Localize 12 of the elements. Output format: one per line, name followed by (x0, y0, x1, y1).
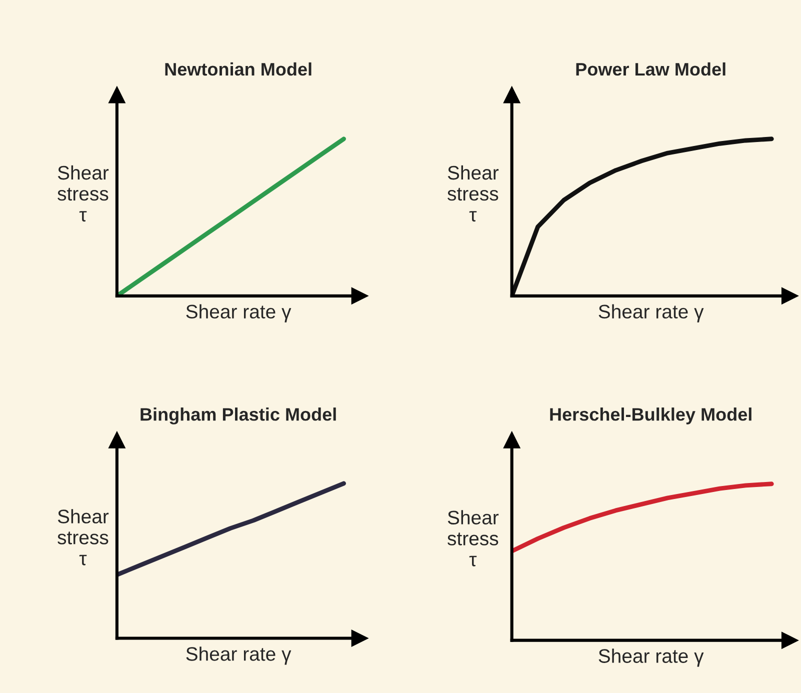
y-axis-title: Shear stress τ (58, 165, 109, 222)
x-axis-title: Shear rate γ (186, 304, 292, 322)
chart-title: Newtonian Model (165, 62, 312, 76)
y-axis-title: Shear stress τ (448, 510, 499, 566)
y-axis-title: Shear stress τ (448, 165, 499, 222)
chart-title: Power Law Model (576, 62, 726, 76)
x-axis-title: Shear rate γ (598, 648, 704, 667)
x-axis-title: Shear rate γ (598, 304, 704, 322)
chart-title: Bingham Plastic Model (140, 408, 336, 424)
x-axis-title: Shear rate γ (186, 646, 292, 665)
chart-title: Herschel-Bulkley Model (550, 408, 752, 424)
y-axis-title: Shear stress τ (58, 509, 109, 566)
